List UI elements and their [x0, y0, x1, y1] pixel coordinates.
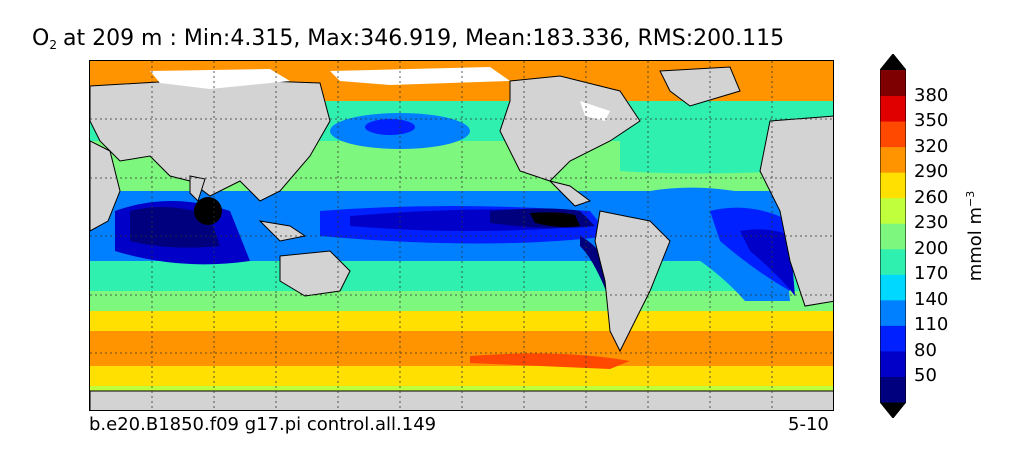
colorbar-unit-label: mmol m−3	[964, 191, 986, 282]
colorbar-tick-label: 350	[914, 110, 949, 132]
map-canvas	[90, 61, 833, 410]
colorbar-bin	[880, 274, 906, 301]
colorbar-extend-max	[880, 54, 906, 70]
colorbar-bin	[880, 376, 906, 403]
colorbar-tick-label: 380	[914, 84, 949, 106]
colorbar-tick-label: 140	[914, 288, 949, 310]
colorbar-tick-label: 200	[914, 237, 949, 259]
colorbar-tick-label: 50	[914, 365, 937, 387]
colorbar-tick-label: 110	[914, 314, 949, 336]
colorbar-bin	[880, 70, 906, 97]
colorbar-bin	[880, 325, 906, 352]
colorbar-bin	[880, 146, 906, 173]
colorbar-tick-label: 290	[914, 161, 949, 183]
title-variable: O	[32, 26, 50, 51]
unit-base: mmol m	[965, 206, 986, 282]
colorbar-tick-label: 80	[914, 339, 937, 361]
title-text: at 209 m : Min:4.315, Max:346.919, Mean:…	[62, 26, 785, 51]
colorbar-bin	[880, 299, 906, 326]
colorbar-bin	[880, 223, 906, 250]
colorbar-tick-label: 230	[914, 212, 949, 234]
year-range: 5-10	[788, 414, 829, 435]
colorbar-bin	[880, 197, 906, 224]
colorbar-bin	[880, 172, 906, 199]
colorbar-extend-min	[880, 402, 906, 418]
colorbar-bin	[880, 95, 906, 122]
case-name: b.e20.B1850.f09 g17.pi control.all.149	[89, 414, 437, 435]
colorbar-tick-label: 170	[914, 263, 949, 285]
ocean-map	[89, 60, 834, 411]
colorbar-bin	[880, 121, 906, 148]
unit-exponent: −3	[964, 190, 977, 207]
title-subscript: 2	[49, 38, 57, 52]
colorbar-tick-label: 320	[914, 135, 949, 157]
map-title: O2 at 209 m : Min:4.315, Max:346.919, Mea…	[32, 26, 784, 52]
colorbar	[880, 54, 906, 418]
colorbar-bin	[880, 350, 906, 377]
colorbar-tick-label: 260	[914, 186, 949, 208]
colorbar-bin	[880, 248, 906, 275]
